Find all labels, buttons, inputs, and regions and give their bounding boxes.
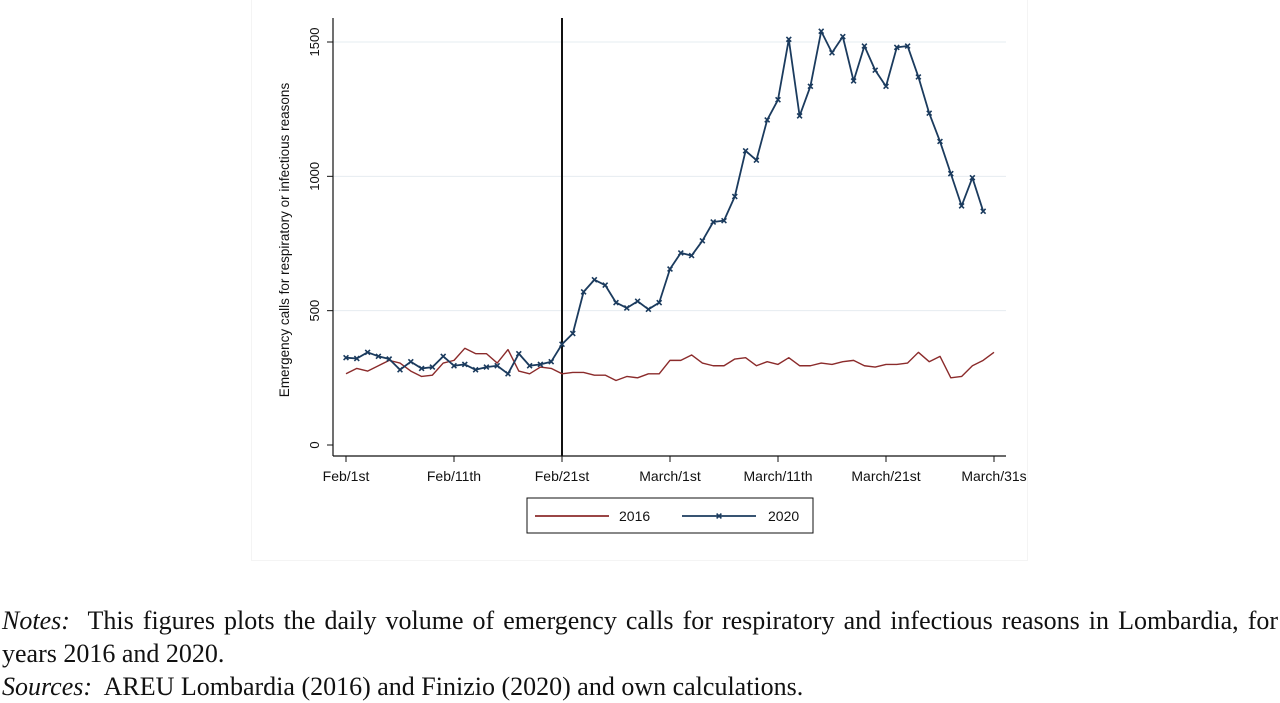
data-point-2020 [364,349,371,356]
data-point-2020 [807,83,814,90]
data-point-2020 [785,36,792,43]
data-point-2020 [764,116,771,123]
notes-text: This figures plots the daily volume of e… [2,606,1279,668]
data-point-2020 [407,358,414,365]
x-tick-label: Feb/1st [323,468,370,484]
data-point-2020 [699,237,706,244]
data-point-2020 [375,353,382,360]
figure-notes: Notes: This figures plots the daily volu… [2,604,1278,703]
data-point-2020 [634,298,641,305]
data-point-2020 [613,299,619,306]
data-point-2020 [883,83,889,90]
data-point-2020 [677,249,684,256]
data-point-2020 [418,365,425,372]
data-point-2020 [742,147,749,154]
y-axis-title: Emergency calls for respiratory or infec… [277,83,292,398]
x-tick-label: Feb/11th [427,468,481,484]
data-point-2020 [548,358,555,365]
data-point-2020 [440,353,447,360]
data-point-2020 [796,112,803,119]
data-point-2020 [818,28,825,35]
data-point-2020 [721,217,727,224]
data-point-2020 [623,305,630,311]
series-line-2020 [345,30,985,375]
x-tick-label: March/31s [961,468,1026,484]
figure-panel: 0 500 1000 1500 Feb/1st Feb/11th Feb/21st March… [252,0,1027,560]
data-point-2020 [559,341,565,348]
data-point-2020 [451,362,457,369]
series-markers [343,28,987,377]
data-point-2020 [472,366,479,373]
data-point-2020 [688,252,695,259]
data-point-2020 [656,299,663,306]
data-point-2020 [872,67,879,74]
data-point-2020 [775,96,781,103]
data-point-2020 [937,138,943,145]
data-point-2020 [904,43,911,49]
data-point-2020 [580,288,587,295]
data-point-2020 [429,364,436,371]
data-point-2020 [958,202,965,209]
line-chart: 0 500 1000 1500 Feb/1st Feb/11th Feb/21st March… [277,18,1027,534]
data-point-2020 [494,362,501,369]
axes [327,18,1006,462]
data-point-2020 [353,355,360,362]
data-point-2020 [461,361,468,368]
data-point-2020 [839,33,846,40]
data-point-2020 [753,157,760,164]
sources-text: AREU Lombardia (2016) and Finizio (2020)… [103,672,804,701]
data-point-2020 [947,170,954,177]
y-tick-label: 1000 [307,162,322,191]
legend: 2016 2020 [526,497,814,534]
data-point-2020 [537,361,544,368]
y-tick-label: 500 [307,300,322,322]
y-tick-label: 1500 [307,28,322,57]
data-point-2020 [893,44,900,51]
data-point-2020 [850,77,857,84]
data-point-2020 [861,43,868,49]
data-point-2020 [397,366,403,373]
data-point-2020 [667,266,673,272]
y-tick-label: 0 [307,441,322,448]
legend-label-2020: 2020 [768,508,799,524]
data-point-2020 [515,350,522,357]
data-point-2020 [591,276,598,283]
data-point-2020 [980,208,987,215]
x-tick-label: March/11th [744,468,813,484]
data-point-2020 [915,73,922,80]
sources-label: Sources: [2,672,93,701]
axis-labels: 0 500 1000 1500 Feb/1st Feb/11th Feb/21st March… [277,28,1027,484]
data-point-2020 [386,356,393,362]
series-lines [345,30,995,382]
series-line-2016 [345,347,995,382]
data-point-2020 [645,306,652,313]
x-tick-label: March/1st [639,468,701,484]
data-point-2020 [526,362,533,369]
data-point-2020 [926,110,933,117]
x-tick-label: March/21st [851,468,920,484]
legend-label-2016: 2016 [619,508,650,524]
data-point-2020 [710,219,717,225]
data-point-2020 [483,364,490,371]
data-point-2020 [969,174,976,181]
legend-marker-2020 [716,513,722,519]
data-point-2020 [731,193,738,200]
data-point-2020 [343,354,349,361]
x-tick-label: Feb/21st [535,468,590,484]
grid-lines [333,41,1006,312]
data-point-2020 [569,330,576,337]
notes-label: Notes: [2,606,70,635]
data-point-2020 [602,282,609,289]
data-point-2020 [829,49,835,56]
data-point-2020 [505,370,511,377]
